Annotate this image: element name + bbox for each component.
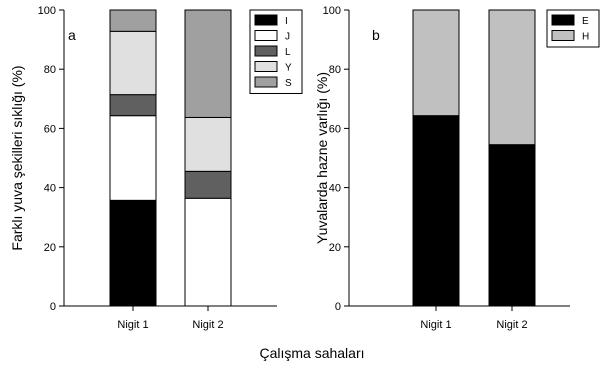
bar-nigit-1-y (109, 30, 157, 96)
panel-b: 0 20 40 60 80 100 Nigit 1 Nigit 2 Yuvalarda hazn… (314, 5, 600, 331)
y-tick-label: 20 (329, 242, 341, 254)
legend-swatch-j (254, 30, 278, 41)
bar-nigit-2-h (488, 9, 536, 146)
bar-nigit-1-j (109, 115, 157, 201)
y-tick-label: 20 (44, 242, 56, 254)
panel-letter: b (372, 27, 380, 43)
legend-swatch-i (254, 14, 278, 26)
y-tick-label: 0 (50, 301, 56, 313)
x-tick-label: Nigit 1 (117, 319, 148, 331)
y-tick-label: 40 (44, 183, 56, 195)
legend-label-l: L (285, 47, 291, 58)
y-axis-label: Farklı yuva şekilleri sıklığı (%) (9, 65, 25, 250)
legend-label-i: I (285, 16, 288, 27)
x-tick-label: Nigit 1 (420, 319, 451, 331)
bar-nigit-1-i (109, 199, 157, 307)
bar-nigit-2-j (184, 197, 232, 307)
panel-letter: a (68, 27, 76, 43)
bar-nigit-1-e (412, 115, 460, 307)
y-tick-label: 100 (38, 5, 56, 17)
bar-nigit-2-e (488, 144, 536, 307)
y-tick-label: 60 (44, 123, 56, 135)
x-tick-label: Nigit 2 (192, 319, 223, 331)
bar-nigit-2-y (184, 116, 232, 172)
y-tick-label: 80 (329, 64, 341, 76)
legend-label-y: Y (285, 63, 292, 74)
y-tick-label: 40 (329, 183, 341, 195)
legend-label-e: E (582, 16, 589, 27)
y-tick-label: 0 (335, 301, 341, 313)
legend-swatch-s (254, 76, 278, 88)
bar-nigit-2-s (184, 9, 232, 118)
legend-swatch-h (551, 30, 575, 41)
y-axis-label: Yuvalarda hazne varlığı (%) (314, 72, 330, 244)
bar-nigit-1-l (109, 94, 157, 117)
x-axis-label: Çalışma sahaları (259, 345, 364, 361)
legend-label-j: J (285, 32, 290, 43)
legend-swatch-e (551, 14, 575, 26)
bar-nigit-2-l (184, 170, 232, 199)
legend-swatch-y (254, 61, 278, 72)
y-tick-label: 60 (329, 123, 341, 135)
legend-label-h: H (582, 32, 589, 43)
y-tick-label: 80 (44, 64, 56, 76)
legend-label-s: S (285, 78, 292, 89)
bar-nigit-1-s (109, 9, 157, 32)
y-tick-label: 100 (323, 5, 341, 17)
bar-nigit-1-h (412, 9, 460, 117)
legend-swatch-l (254, 45, 278, 57)
x-tick-label: Nigit 2 (496, 319, 527, 331)
panel-a: 0 20 40 60 80 100 Nigit 1 Nigit 2 Farklı yuva şe… (9, 5, 303, 331)
